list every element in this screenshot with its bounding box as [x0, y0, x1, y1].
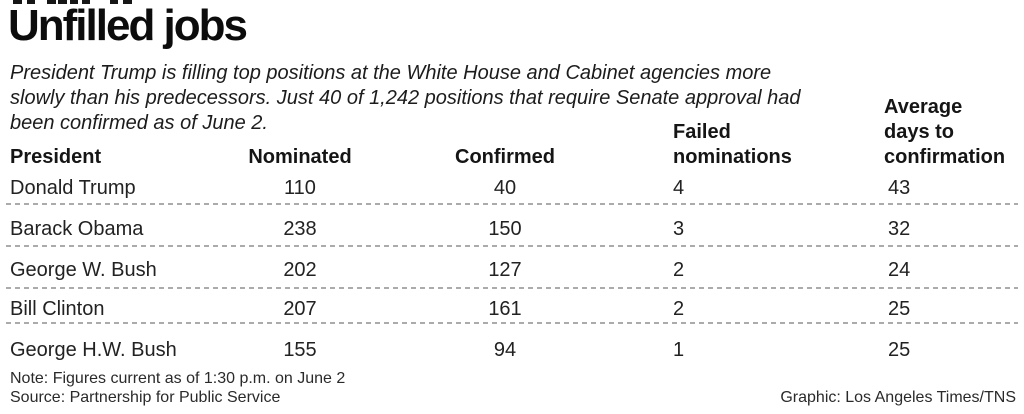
table-row: George H.W. Bush 155 94 1 25: [0, 338, 1024, 362]
cell-failed: 4: [673, 177, 685, 199]
cell-confirmed: 161: [488, 298, 522, 320]
cropped-print-artifact: [82, 0, 90, 4]
cell-failed: 3: [673, 218, 685, 240]
intro-line-2: slowly than his predecessors. Just 40 of…: [10, 87, 801, 109]
cell-president: Donald Trump: [10, 177, 136, 199]
cropped-print-artifact: [70, 0, 78, 4]
cell-confirmed: 40: [493, 177, 517, 199]
cell-confirmed: 94: [493, 339, 517, 361]
row-divider: [6, 287, 1018, 289]
cropped-print-artifact: [123, 0, 132, 4]
cell-nominated: 238: [283, 218, 317, 240]
cropped-print-artifact: [58, 0, 67, 4]
cropped-print-artifact: [27, 0, 35, 4]
page-title: Unfilled jobs: [8, 1, 248, 50]
cell-avg-days: 43: [888, 177, 911, 199]
cell-president: Bill Clinton: [10, 298, 105, 320]
column-header-confirmed: Confirmed: [455, 146, 555, 168]
table-row: Donald Trump 110 40 4 43: [0, 176, 1024, 200]
cropped-print-artifact: [13, 0, 22, 4]
cell-avg-days: 24: [888, 259, 911, 281]
cell-confirmed: 127: [488, 259, 522, 281]
note-text: Note: Figures current as of 1:30 p.m. on…: [10, 370, 346, 387]
cell-failed: 1: [673, 339, 685, 361]
cropped-print-artifact: [47, 0, 56, 4]
cell-avg-days: 32: [888, 218, 911, 240]
cell-nominated: 202: [283, 259, 317, 281]
table-row: Bill Clinton 207 161 2 25: [0, 297, 1024, 321]
cell-failed: 2: [673, 298, 685, 320]
column-header-nominated: Nominated: [248, 146, 352, 168]
graphic-credit: Graphic: Los Angeles Times/TNS: [780, 389, 1016, 406]
column-header-failed-nominations: Failed nominations: [673, 121, 792, 168]
intro-line-1: President Trump is filling top positions…: [10, 62, 772, 84]
cell-avg-days: 25: [888, 298, 911, 320]
intro-text: President Trump is filling top positions…: [10, 61, 800, 136]
cell-nominated: 155: [283, 339, 317, 361]
cell-failed: 2: [673, 259, 685, 281]
table-row: George W. Bush 202 127 2 24: [0, 258, 1024, 282]
row-divider: [6, 203, 1018, 205]
row-divider: [6, 245, 1018, 247]
cell-nominated: 110: [284, 177, 316, 199]
column-header-president: President: [10, 146, 102, 168]
intro-line-3: been confirmed as of June 2.: [10, 112, 268, 134]
column-header-average-days: Average days to confirmation: [884, 96, 1006, 168]
table-row: Barack Obama 238 150 3 32: [0, 217, 1024, 241]
cropped-print-artifact: [110, 0, 118, 4]
row-divider: [6, 322, 1018, 324]
cell-president: George H.W. Bush: [10, 339, 177, 361]
source-credit: Source: Partnership for Public Service: [10, 389, 281, 406]
cell-nominated: 207: [283, 298, 317, 320]
cell-president: George W. Bush: [10, 259, 157, 281]
cell-president: Barack Obama: [10, 218, 144, 240]
cell-confirmed: 150: [488, 218, 522, 240]
cell-avg-days: 25: [888, 339, 911, 361]
